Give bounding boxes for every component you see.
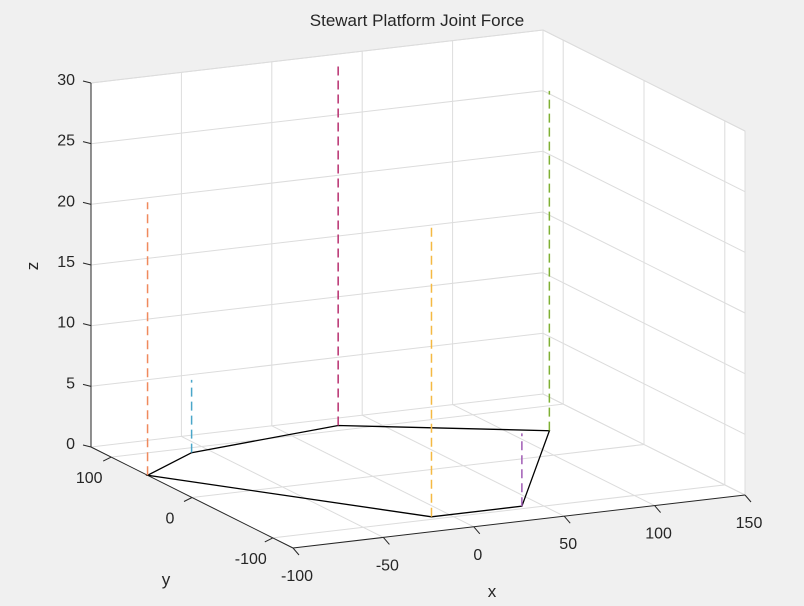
z-tick-label: 5 (66, 375, 75, 392)
z-tick-label: 25 (57, 133, 75, 150)
x-axis-label: x (488, 582, 497, 601)
z-tick-6 (82, 80, 92, 84)
z-tick-0 (82, 444, 92, 448)
z-tick-label: 30 (57, 72, 75, 89)
x-tick-2 (473, 526, 481, 535)
z-tick-label: 10 (57, 315, 75, 332)
y-axis-label: y (162, 570, 171, 589)
z-tick-5 (82, 141, 92, 145)
grid-z-0 (90, 393, 746, 496)
x-tick-label: 0 (473, 547, 482, 564)
y-tick-label: -100 (235, 551, 267, 568)
y-tick-2 (102, 456, 112, 462)
y-tick-0 (264, 537, 274, 543)
y-tick-label: 0 (166, 511, 175, 528)
x-tick-5 (744, 494, 752, 503)
z-tick-1 (82, 383, 92, 387)
z-tick-2 (82, 323, 92, 327)
x-tick-label: 100 (645, 526, 672, 543)
x-tick-label: 150 (736, 515, 763, 532)
grid-z-2 (90, 272, 746, 375)
z-tick-label: 15 (57, 254, 75, 271)
x-tick-label: 50 (559, 536, 577, 553)
z-tick-label: 20 (57, 193, 75, 210)
y-tick-1 (183, 497, 193, 502)
x-axis-line (292, 494, 746, 549)
x-tick-3 (563, 515, 571, 524)
grid-z-1 (90, 332, 746, 435)
z-axis-label: z (23, 262, 42, 271)
x-tick-1 (383, 537, 390, 545)
grid-z-3 (90, 211, 746, 314)
grid-z-5 (90, 90, 746, 193)
chart-title: Stewart Platform Joint Force (310, 11, 524, 30)
x-tick-0 (292, 547, 300, 556)
z-tick-label: 0 (66, 436, 75, 453)
x-tick-label: -100 (281, 568, 313, 585)
z-tick-3 (82, 262, 92, 266)
y-tick-label: 100 (76, 470, 103, 487)
z-tick-4 (82, 201, 92, 205)
x-tick-label: -50 (376, 557, 399, 574)
grid-z-4 (90, 150, 746, 253)
force-lines (146, 61, 551, 517)
x-tick-4 (654, 505, 661, 513)
